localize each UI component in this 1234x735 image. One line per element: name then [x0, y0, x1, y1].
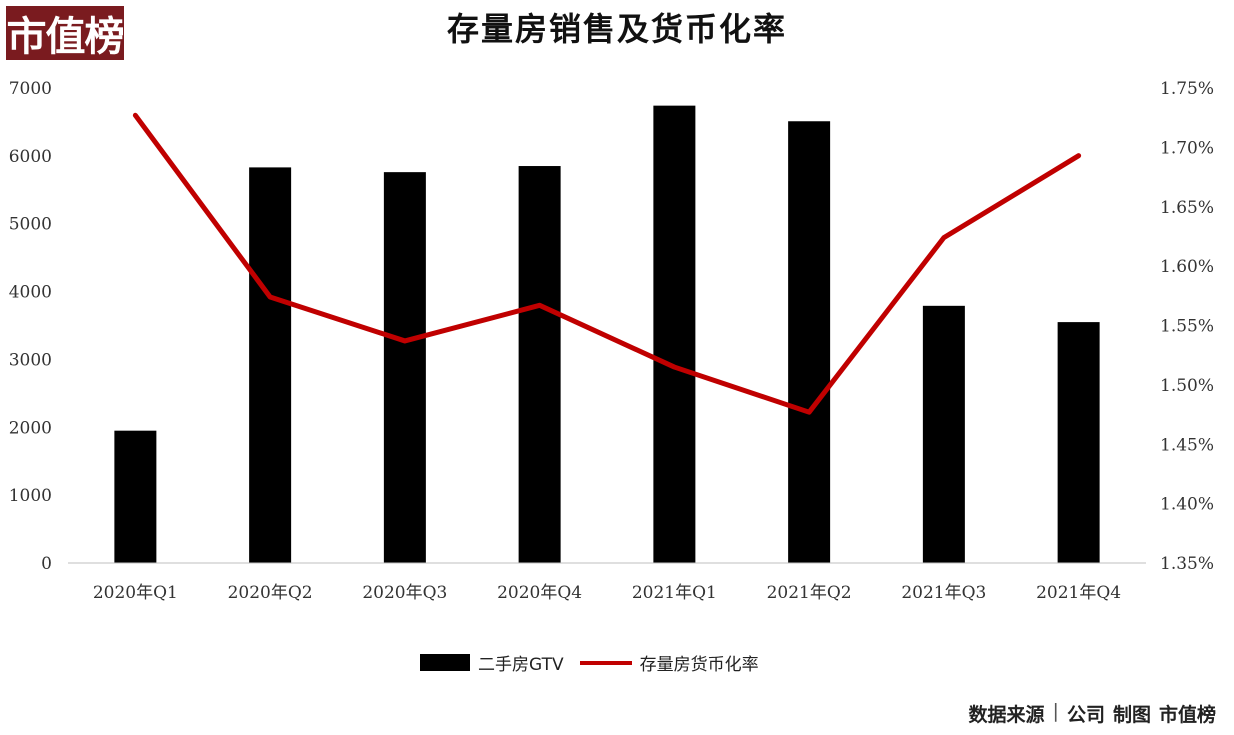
- y-left-tick-label: 7000: [9, 79, 52, 99]
- x-tick-label: 2021年Q4: [1036, 583, 1121, 603]
- chart-legend: 二手房GTV 存量房货币化率: [420, 650, 765, 675]
- y-left-tick-label: 6000: [9, 147, 52, 167]
- y-left-tick-label: 4000: [9, 283, 52, 303]
- footer-made-by: 制图: [1112, 704, 1151, 726]
- x-tick-label: 2020年Q1: [93, 583, 178, 603]
- footer-credit: 数据来源 | 公司 制图 市值榜: [969, 700, 1216, 727]
- brand-logo: 市值榜: [6, 6, 125, 60]
- footer-company: 公司: [1066, 704, 1105, 726]
- y-right-tick-label: 1.65%: [1160, 198, 1214, 218]
- legend-line-label: 存量房货币化率: [639, 655, 759, 675]
- chart-title: 存量房销售及货币化率: [446, 10, 787, 48]
- x-tick-label: 2020年Q3: [362, 583, 447, 603]
- bar: [249, 167, 292, 563]
- chart-plot: 0 1000 2000 3000 4000 5000 6000 7000 1.35% 1.40% 1…: [9, 79, 1214, 603]
- x-tick-label: 2020年Q4: [497, 583, 582, 603]
- bar: [383, 172, 426, 563]
- x-tick-label: 2021年Q2: [767, 583, 852, 603]
- x-tick-label: 2021年Q1: [632, 583, 717, 603]
- legend-item-line: 存量房货币化率: [579, 650, 759, 675]
- y-right-tick-label: 1.55%: [1160, 317, 1214, 337]
- y-left-tick-label: 2000: [9, 418, 52, 438]
- bar: [653, 105, 696, 564]
- y-right-tick-label: 1.60%: [1160, 257, 1214, 277]
- legend-bar-swatch: [420, 654, 470, 671]
- legend-bar-label: 二手房GTV: [478, 655, 564, 675]
- legend-item-bar: 二手房GTV: [420, 650, 564, 675]
- y-right-tick-label: 1.35%: [1160, 554, 1214, 574]
- y-right-tick-label: 1.70%: [1160, 138, 1214, 158]
- y-right-tick-label: 1.75%: [1160, 79, 1214, 99]
- y-right-tick-label: 1.45%: [1160, 435, 1214, 455]
- footer-separator: |: [1052, 700, 1059, 722]
- x-tick-label: 2021年Q3: [901, 583, 986, 603]
- y-left-tick-label: 5000: [9, 215, 52, 235]
- y-left-tick-label: 3000: [9, 350, 52, 370]
- footer-brand: 市值榜: [1158, 704, 1216, 726]
- y-right-tick-label: 1.50%: [1160, 376, 1214, 396]
- x-tick-label: 2020年Q2: [228, 583, 313, 603]
- y-left-tick-label: 0: [41, 554, 52, 574]
- bar: [114, 430, 157, 563]
- y-right-tick-label: 1.40%: [1160, 495, 1214, 515]
- legend-line-swatch: [579, 660, 632, 665]
- bar: [518, 166, 561, 564]
- line-series: [132, 112, 1082, 415]
- bar: [1057, 322, 1100, 563]
- footer-source: 数据来源: [968, 704, 1045, 726]
- y-left-tick-label: 1000: [9, 486, 52, 506]
- bar: [788, 121, 831, 563]
- bar: [922, 305, 965, 563]
